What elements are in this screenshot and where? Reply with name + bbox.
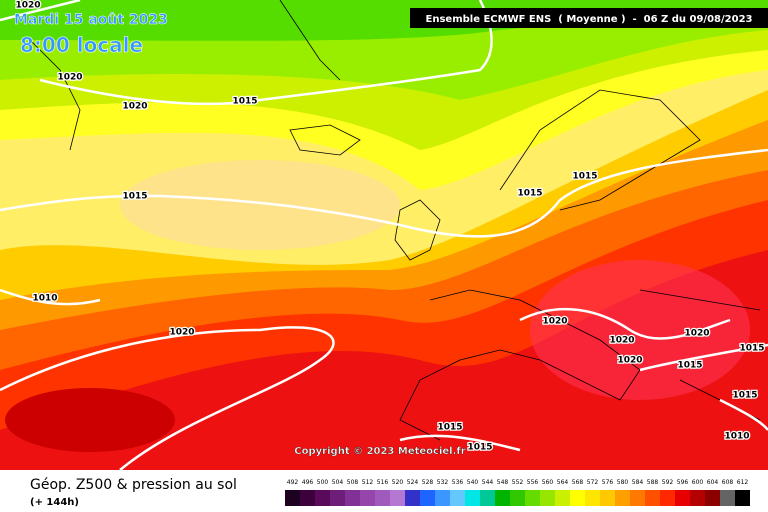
scale-swatch (510, 490, 525, 506)
scale-label: 584 (632, 479, 644, 486)
scale-label: 612 (737, 479, 749, 486)
scale-label: 492 (287, 479, 299, 486)
scale-swatch (735, 490, 750, 506)
isobar-label: 1015 (467, 443, 492, 453)
isobar-label: 1015 (122, 192, 147, 202)
scale-label: 528 (422, 479, 434, 486)
scale-swatch (285, 490, 300, 506)
isobar-label: 1020 (122, 102, 147, 112)
isobar-label: 1015 (572, 172, 597, 182)
isobar-label: 1020 (15, 1, 40, 11)
scale-label: 596 (677, 479, 689, 486)
scale-swatch (615, 490, 630, 506)
isobar-label: 1015 (232, 97, 257, 107)
scale-label: 536 (452, 479, 464, 486)
isobar-label: 1010 (724, 432, 749, 442)
isobar-label: 1015 (437, 423, 462, 433)
scale-label: 552 (512, 479, 524, 486)
scale-swatch (420, 490, 435, 506)
date: Mardi 15 août 2023 (14, 12, 168, 28)
scale-swatch (555, 490, 570, 506)
scale-label: 496 (302, 479, 314, 486)
scale-label: 504 (332, 479, 344, 486)
scale-label: 556 (527, 479, 539, 486)
scale-swatch (375, 490, 390, 506)
scale-swatch (705, 490, 720, 506)
isobar-label: 1015 (739, 344, 764, 354)
scale-swatch (480, 490, 495, 506)
scale-swatch (465, 490, 480, 506)
scale-swatch (495, 490, 510, 506)
run-info: Ensemble ECMWF ENS ( Moyenne ) - 06 Z du… (426, 14, 753, 25)
scale-swatch (690, 490, 705, 506)
copyright: Copyright © 2023 Meteociel.fr (294, 446, 465, 457)
scale-swatch (390, 490, 405, 506)
scale-label: 600 (692, 479, 704, 486)
isobar-label: 1020 (57, 73, 82, 83)
scale-label: 516 (377, 479, 389, 486)
scale-label: 576 (602, 479, 614, 486)
isobar-label: 1020 (684, 329, 709, 339)
scale-label: 560 (542, 479, 554, 486)
scale-label: 608 (722, 479, 734, 486)
scale-swatch (405, 490, 420, 506)
scale-swatch (660, 490, 675, 506)
scale-label: 500 (317, 479, 329, 486)
scale-label: 588 (647, 479, 659, 486)
pressure-field (0, 0, 768, 470)
isobar-label: 1020 (617, 356, 642, 366)
isobar-label: 1015 (732, 391, 757, 401)
isobars (0, 0, 768, 452)
scale-swatch (435, 490, 450, 506)
scale-swatch (630, 490, 645, 506)
isobar-labels: 1020 1020 1020 1015 1015 1015 1015 1010 1020 1020… (14, 0, 766, 454)
scale-swatch (345, 490, 360, 506)
scale-label: 548 (497, 479, 509, 486)
isobar-label: 1015 (517, 189, 542, 199)
scale-swatch (360, 490, 375, 506)
scale-label: 520 (392, 479, 404, 486)
scale-label: 604 (707, 479, 719, 486)
footer-title: Géop. Z500 & pression au sol (30, 477, 237, 493)
scale-label: 532 (437, 479, 449, 486)
scale-label: 540 (467, 479, 479, 486)
scale-label: 544 (482, 479, 494, 486)
scale-label: 580 (617, 479, 629, 486)
scale-swatch (645, 490, 660, 506)
footer-subtitle: (+ 144h) (30, 497, 79, 508)
scale-label: 512 (362, 479, 374, 486)
scale-swatch (330, 490, 345, 506)
scale-swatch (570, 490, 585, 506)
scale-swatch (585, 490, 600, 506)
scale-swatch (540, 490, 555, 506)
scale-label: 564 (557, 479, 569, 486)
color-scale: 492 496 500 504 508 512 516 520 524 528 532 536 540 5… (285, 479, 750, 506)
isobar-label: 1020 (169, 328, 194, 338)
scale-label: 592 (662, 479, 674, 486)
scale-swatch (315, 490, 330, 506)
scale-label: 572 (587, 479, 599, 486)
coastlines (29, 0, 761, 441)
scale-label: 568 (572, 479, 584, 486)
scale-swatch (450, 490, 465, 506)
isobar-label: 1020 (609, 336, 634, 346)
isobar-label: 1020 (542, 317, 567, 327)
scale-swatch (525, 490, 540, 506)
isobar-label: 1010 (32, 294, 57, 304)
local-time: 8:00 locale (20, 33, 143, 57)
scale-swatch (300, 490, 315, 506)
scale-label: 508 (347, 479, 359, 486)
scale-swatch (675, 490, 690, 506)
run-box (410, 8, 768, 28)
scale-swatch (720, 490, 735, 506)
scale-swatch (600, 490, 615, 506)
scale-label: 524 (407, 479, 419, 486)
isobar-label: 1015 (677, 361, 702, 371)
